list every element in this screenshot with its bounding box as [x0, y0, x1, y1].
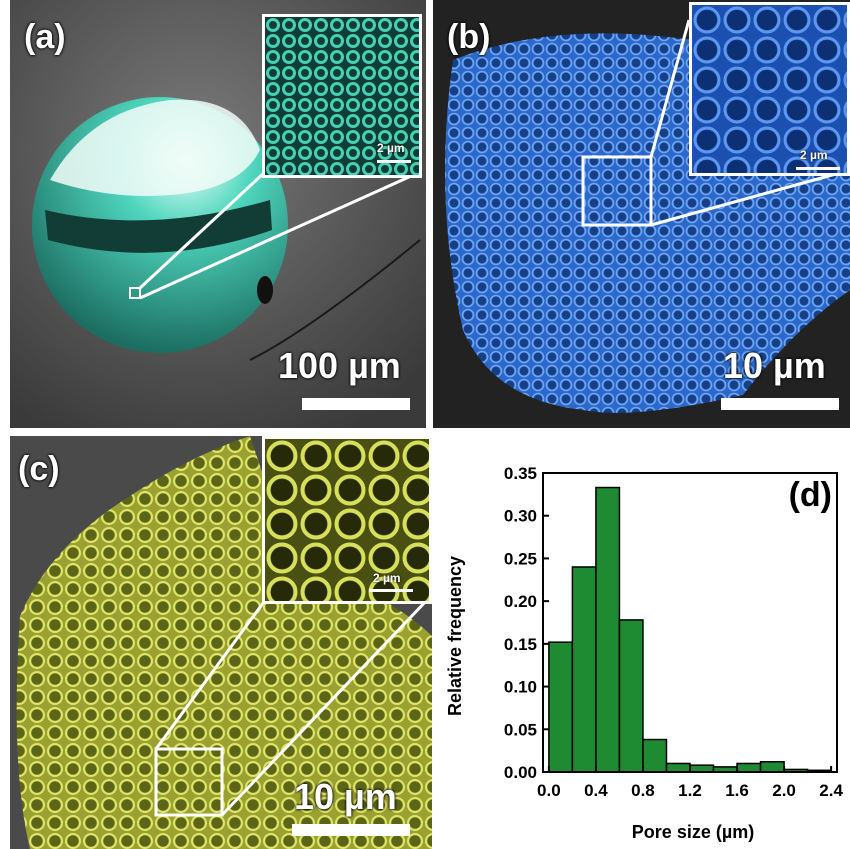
sem-panel-a: 2 µm (a) 100 µm [10, 0, 426, 428]
scale-label-b: 10 µm [723, 345, 826, 386]
y-tick-label: 0.20 [504, 592, 537, 611]
panel-label-b: (b) [447, 18, 491, 56]
histogram-bar [618, 619, 644, 773]
panel-label-c: (c) [18, 450, 60, 488]
inset-scale-label-c: 2 µm [373, 571, 401, 585]
scale-bar-c [292, 824, 410, 836]
scale-label-c: 10 µm [294, 776, 397, 817]
inset-scale-label-b: 2 µm [800, 148, 828, 162]
y-tick-label: 0.30 [504, 507, 537, 526]
x-tick-label: 0.0 [537, 781, 561, 800]
x-tick-label: 0.8 [631, 781, 655, 800]
scale-bar-b [721, 398, 839, 410]
y-tick-label: 0.10 [504, 678, 537, 697]
sem-panel-c: 2 µm (c) 10 µm [10, 436, 432, 849]
inset-scale-bar-a [377, 160, 411, 163]
inset-scale-bar-c [369, 589, 413, 592]
inset-c: 2 µm [262, 436, 432, 604]
inset-a: 2 µm [262, 14, 422, 178]
histogram-bar [548, 641, 574, 773]
y-tick-label: 0.00 [504, 763, 537, 782]
x-tick-label: 2.0 [772, 781, 796, 800]
inset-scale-bar-b [796, 167, 840, 170]
x-tick-label: 2.4 [819, 781, 843, 800]
panel-label-a: (a) [24, 18, 66, 56]
histogram-panel-d: 0.00 0.05 0.10 0.15 0.20 0.25 0.30 0.35 0.0 0.4 0.… [437, 436, 850, 849]
histogram-bar [689, 764, 715, 773]
x-tick-label: 0.4 [584, 781, 608, 800]
x-tick-label: 1.6 [725, 781, 749, 800]
y-tick-label: 0.05 [504, 720, 537, 739]
histogram-bar [595, 486, 621, 773]
y-tick-label: 0.35 [504, 464, 537, 483]
y-tick-label: 0.15 [504, 635, 537, 654]
x-tick-label: 1.2 [678, 781, 702, 800]
y-axis-title: Relative frequency [445, 556, 465, 716]
histogram-bar [759, 760, 785, 773]
scale-bar-a [302, 398, 410, 410]
pore-size-histogram: 0.00 0.05 0.10 0.15 0.20 0.25 0.30 0.35 0.0 0.4 0.… [445, 464, 843, 842]
y-tick-label: 0.25 [504, 549, 537, 568]
histogram-bar [571, 566, 597, 773]
histogram-bar [665, 762, 691, 773]
scale-label-a: 100 µm [278, 345, 401, 386]
inset-scale-label-a: 2 µm [377, 141, 405, 155]
sem-image-c [10, 436, 432, 849]
panel-label-d: (d) [789, 476, 832, 514]
sem-panel-b: 2 µm (b) 10 µm [433, 0, 850, 428]
histogram-bar [642, 738, 668, 773]
histogram-bar [736, 762, 762, 773]
inset-b: 2 µm [689, 2, 850, 176]
x-axis-title: Pore size (µm) [632, 822, 754, 842]
